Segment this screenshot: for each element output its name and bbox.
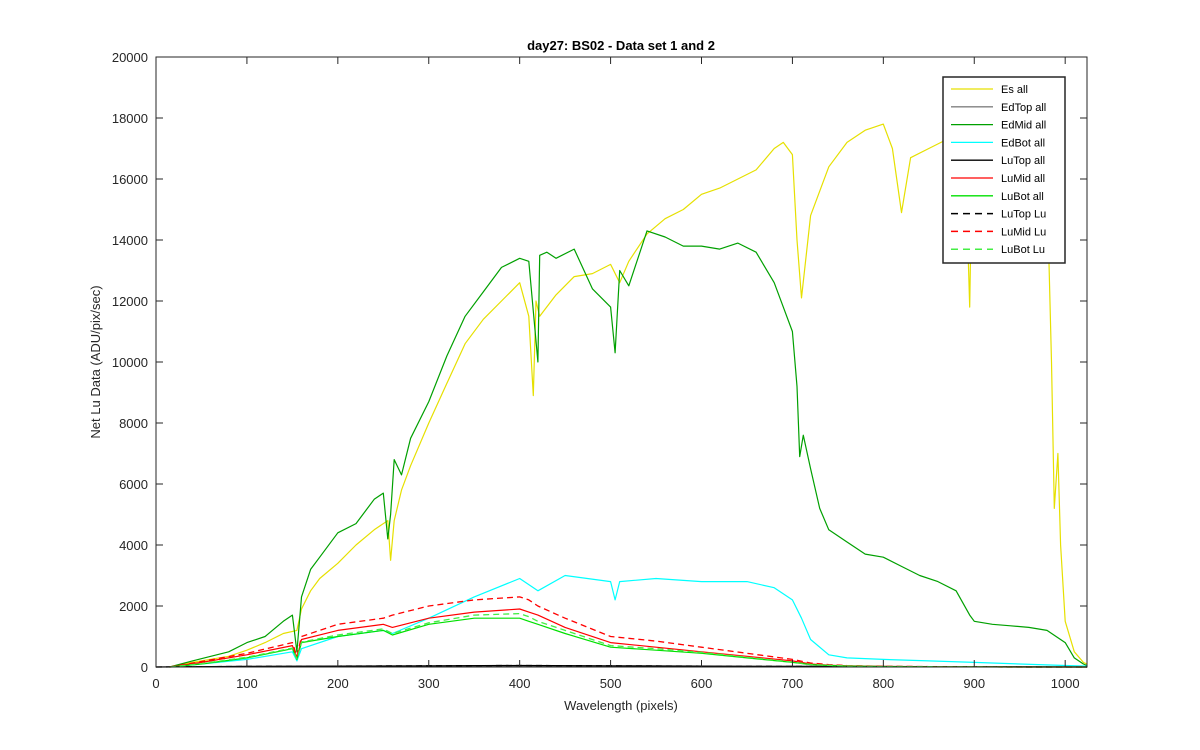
y-tick-label: 6000 [119,477,148,492]
y-tick-label: 12000 [112,294,148,309]
y-tick-label: 4000 [119,538,148,553]
series-line-2 [169,230,1088,668]
x-tick-label: 600 [691,676,713,691]
x-axis: 0 100 200 300 400 500 600 700 800 900 1000 [152,57,1080,691]
y-tick-label: 16000 [112,172,148,187]
y-axis: 0 2000 4000 6000 8000 10000 12000 14000 16000 180… [112,50,1087,675]
legend-label: Es all [1001,84,1028,96]
legend-label: LuTop Lu [1001,209,1046,221]
legend-label: LuMid all [1001,173,1045,185]
x-tick-label: 800 [872,676,894,691]
y-tick-label: 14000 [112,233,148,248]
x-tick-label: 100 [236,676,258,691]
plot-area [156,57,1087,667]
legend-label: EdMid all [1001,120,1046,132]
y-tick-label: 20000 [112,50,148,65]
x-tick-label: 700 [782,676,804,691]
y-tick-label: 0 [141,660,148,675]
legend-label: LuBot all [1001,191,1044,203]
series-line-3 [169,574,1088,668]
legend-label: EdBot all [1001,137,1045,149]
x-tick-label: 400 [509,676,531,691]
legend: Es all EdTop all EdMid all EdBot all LuTop a… [942,76,1066,264]
legend-label: LuMid Lu [1001,226,1046,238]
x-tick-label: 900 [963,676,985,691]
x-tick-label: 300 [418,676,440,691]
x-tick-label: 500 [600,676,622,691]
x-tick-label: 200 [327,676,349,691]
x-tick-label: 1000 [1051,676,1080,691]
legend-label: LuBot Lu [1001,244,1045,256]
y-axis-label: Net Lu Data (ADU/pix/sec) [88,285,103,438]
y-tick-label: 2000 [119,599,148,614]
y-tick-label: 10000 [112,355,148,370]
x-axis-label: Wavelength (pixels) [564,698,678,713]
y-tick-label: 18000 [112,111,148,126]
x-tick-label: 0 [152,676,159,691]
legend-label: EdTop all [1001,102,1046,114]
y-tick-label: 8000 [119,416,148,431]
legend-label: LuTop all [1001,155,1045,167]
chart-title: day27: BS02 - Data set 1 and 2 [527,38,715,53]
